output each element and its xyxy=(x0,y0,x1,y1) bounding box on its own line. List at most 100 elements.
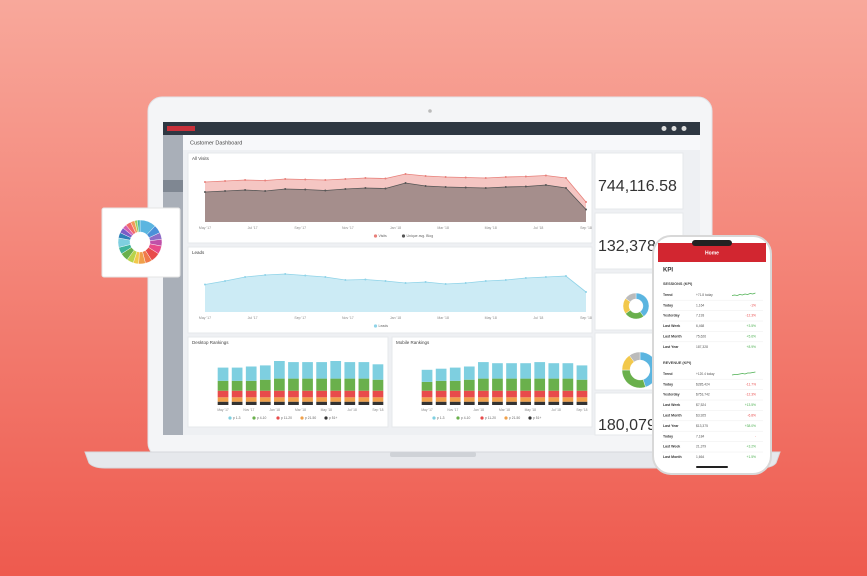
legend-label: p 11-20 xyxy=(485,416,496,420)
phone-notch xyxy=(692,240,732,246)
row-change: -1% xyxy=(750,303,756,307)
sidebar-active xyxy=(163,180,183,192)
bar-segment xyxy=(372,401,384,405)
bar-segment xyxy=(288,397,299,402)
bar-segment xyxy=(506,378,517,391)
point xyxy=(344,188,347,190)
bar-segment xyxy=(492,401,503,405)
bar-segment xyxy=(302,401,313,405)
point xyxy=(504,186,507,188)
chart-title: Leads xyxy=(192,250,205,255)
bar-segment xyxy=(274,378,285,391)
bar-segment xyxy=(548,363,560,379)
bar-segment xyxy=(274,361,285,379)
bar-segment xyxy=(344,397,356,402)
kpi-value: 132,378 xyxy=(598,238,656,255)
x-tick-label: Mar '18 xyxy=(437,226,449,230)
point xyxy=(504,176,507,178)
point xyxy=(444,186,447,188)
bar-segment xyxy=(358,401,370,405)
chart-title: Mobile Rankings xyxy=(396,340,430,345)
bar-segment xyxy=(358,378,370,391)
point xyxy=(464,176,467,179)
bar-segment xyxy=(316,378,327,391)
bar-segment xyxy=(288,362,299,379)
legend-swatch xyxy=(480,416,484,420)
icon xyxy=(681,126,687,131)
bar-segment xyxy=(576,390,588,398)
point xyxy=(364,177,367,179)
bar-segment xyxy=(245,390,257,398)
row-label: Last Year xyxy=(663,345,679,349)
point xyxy=(384,177,387,180)
row-value: 6,468 xyxy=(696,324,704,328)
x-tick-label: Jul '18 xyxy=(347,408,357,412)
row-change: +8.9% xyxy=(747,345,757,349)
point xyxy=(484,177,487,179)
point xyxy=(464,186,467,189)
bar-segment xyxy=(492,390,503,398)
bar-segment xyxy=(562,363,574,379)
bar-segment xyxy=(259,390,271,398)
bar-segment xyxy=(576,379,588,391)
point xyxy=(344,178,347,180)
row-label: Last Month xyxy=(663,335,682,339)
bar-segment xyxy=(492,363,503,379)
bar-segment xyxy=(478,390,489,398)
row-label: Trend xyxy=(663,372,673,376)
point xyxy=(564,275,567,277)
bar-segment xyxy=(372,390,384,398)
bar-segment xyxy=(449,380,461,391)
line xyxy=(204,182,587,210)
bar-segment xyxy=(449,390,461,398)
bar-segment xyxy=(302,390,313,398)
bar-segment xyxy=(245,380,257,391)
bar-segment xyxy=(344,362,356,379)
point xyxy=(585,201,587,203)
bar-segment xyxy=(231,397,243,402)
row-value: 7,193 xyxy=(696,314,704,318)
home-indicator xyxy=(696,466,728,468)
bar-segment xyxy=(576,401,588,405)
row-label: Last Week xyxy=(663,403,680,407)
bar-segment xyxy=(463,366,475,380)
point xyxy=(384,187,387,190)
row-label: Today xyxy=(663,434,673,438)
legend-swatch xyxy=(504,416,508,420)
bar-segment xyxy=(435,368,447,381)
section-title: SESSIONS (KPI) xyxy=(663,282,693,286)
kpi-value: 744,116.58 xyxy=(598,178,677,195)
legend-label: Visits xyxy=(379,234,388,238)
legend-label: Leads xyxy=(379,324,389,328)
area xyxy=(205,274,586,312)
bar-segment xyxy=(435,401,447,405)
bar-segment xyxy=(562,390,574,398)
point xyxy=(424,175,427,177)
point xyxy=(564,187,567,189)
point xyxy=(444,283,447,285)
bar-segment xyxy=(463,397,475,402)
row-change: +13.5% xyxy=(745,403,756,407)
x-tick-label: Sep '18 xyxy=(580,226,592,230)
x-tick-label: Jan '18 xyxy=(269,408,280,412)
row-value: $285,424 xyxy=(696,382,710,386)
legend-label: p 21-50 xyxy=(305,416,316,420)
laptop-notch xyxy=(390,452,476,457)
row-label: Today xyxy=(663,303,673,307)
bar-segment xyxy=(231,367,243,381)
donut-segment xyxy=(625,292,637,303)
x-tick-label: Jul '18 xyxy=(533,226,543,230)
legend-swatch xyxy=(401,234,406,238)
bar-segment xyxy=(463,401,475,405)
bar-segment xyxy=(548,401,560,405)
point xyxy=(304,178,307,181)
x-tick-label: Nov '17 xyxy=(342,226,354,230)
legend-swatch xyxy=(528,416,532,420)
bar-segment xyxy=(372,379,384,391)
row-change: +5.6% xyxy=(747,334,757,338)
top-bar xyxy=(163,122,700,135)
legend-label: p 11-20 xyxy=(281,416,292,420)
legend-swatch xyxy=(276,416,280,420)
x-tick-label: Mar '18 xyxy=(437,316,449,320)
